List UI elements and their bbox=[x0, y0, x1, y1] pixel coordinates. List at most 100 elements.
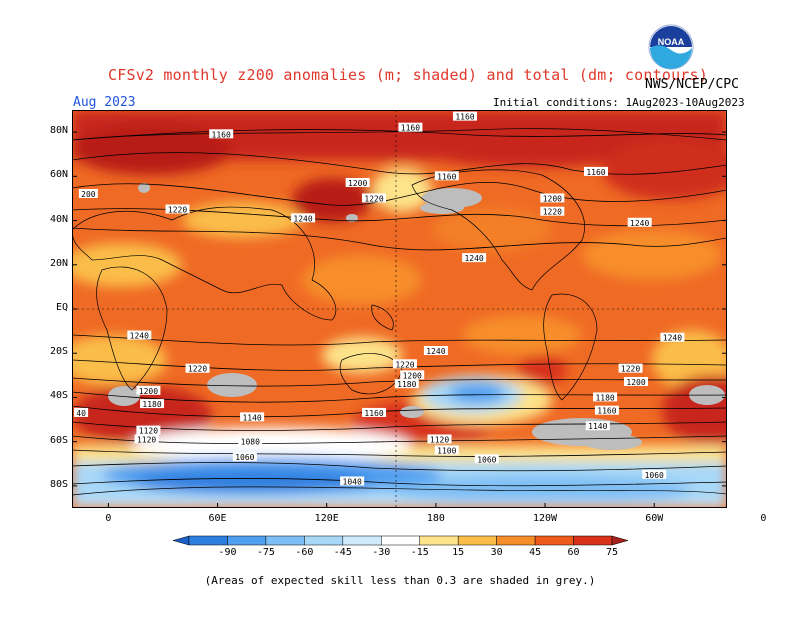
lon-label: 180 bbox=[426, 513, 445, 524]
contour-label-text: 1140 bbox=[588, 422, 607, 431]
contour-label-text: 1220 bbox=[168, 206, 187, 215]
contour-label: 1240 bbox=[627, 217, 652, 228]
contour-label: 1060 bbox=[474, 454, 499, 464]
lon-label: 120W bbox=[533, 513, 558, 524]
contour-label: 1160 bbox=[434, 171, 459, 181]
contour-label: 1160 bbox=[594, 405, 619, 416]
noaa-logo-icon: NOAA bbox=[648, 24, 694, 70]
lat-label: 40N bbox=[49, 213, 68, 225]
anomaly-shading bbox=[72, 110, 727, 508]
contour-label: 1160 bbox=[209, 129, 234, 139]
lat-label: 80S bbox=[49, 478, 68, 490]
contour-label-text: 1240 bbox=[426, 347, 445, 356]
colorbar-swatch bbox=[381, 535, 420, 546]
lon-label: 60W bbox=[645, 513, 664, 524]
contour-label: 1180 bbox=[593, 392, 618, 402]
contour-label-text: 1240 bbox=[630, 219, 649, 228]
contour-label-text: 1140 bbox=[242, 413, 261, 422]
contour-label-text: 1200 bbox=[403, 371, 422, 380]
contour-label: 1240 bbox=[291, 213, 316, 223]
contour-label: 1040 bbox=[340, 476, 365, 486]
contour-label-text: 1060 bbox=[477, 455, 496, 464]
contour-label: 1160 bbox=[584, 166, 608, 177]
contour-label-text: 1060 bbox=[645, 471, 664, 480]
lat-label: 60N bbox=[49, 169, 68, 181]
colorbar-tick-label: -15 bbox=[411, 547, 429, 558]
contour-label-text: 1220 bbox=[395, 360, 414, 369]
contour-label-text: 1160 bbox=[437, 172, 456, 181]
contour-label: 1080 bbox=[238, 436, 263, 447]
colorbar-tick-label: 75 bbox=[606, 547, 618, 558]
contour-label: 1200 bbox=[400, 370, 425, 380]
contour-label-text: 1240 bbox=[663, 334, 682, 343]
colorbar-swatch bbox=[188, 535, 228, 546]
contour-label-text: 1120 bbox=[430, 435, 449, 444]
contour-label-text: 1240 bbox=[464, 254, 483, 263]
colorbar-tick-label: 30 bbox=[491, 547, 503, 558]
contour-label: 1220 bbox=[540, 206, 565, 217]
contour-label: 1220 bbox=[392, 359, 417, 369]
contour-label: 1200 bbox=[624, 376, 649, 387]
contour-label-text: 1200 bbox=[348, 179, 367, 188]
lat-label: 80N bbox=[49, 125, 68, 137]
contour-label-text: 200 bbox=[81, 190, 96, 199]
contour-label: 1180 bbox=[394, 379, 419, 389]
colorbar-swatch bbox=[265, 535, 305, 546]
contour-label-text: 1220 bbox=[188, 365, 207, 374]
contour-label-text: 1180 bbox=[595, 393, 614, 402]
graticule bbox=[72, 110, 727, 508]
contour-label: 1120 bbox=[134, 434, 159, 444]
lat-label: 20S bbox=[49, 346, 68, 358]
colorbar-swatch bbox=[304, 535, 344, 546]
contour-label-text: 1180 bbox=[397, 380, 416, 389]
contour-label-text: 1240 bbox=[293, 214, 312, 223]
contour-label: 1200 bbox=[345, 177, 370, 188]
contour-label-text: 1240 bbox=[130, 332, 149, 341]
contour-label: 40 bbox=[74, 407, 89, 418]
contour-label: 1220 bbox=[362, 193, 387, 203]
lon-label: 0 bbox=[760, 513, 767, 524]
colorbar-tick-label: 15 bbox=[452, 547, 464, 558]
contour-label-text: 1180 bbox=[142, 400, 161, 409]
contour-label: 1200 bbox=[540, 193, 565, 203]
contour-label-text: 1220 bbox=[621, 365, 640, 374]
colorbar-swatch bbox=[457, 535, 497, 546]
contour-label-text: 1200 bbox=[626, 378, 645, 387]
lat-label: EQ bbox=[55, 302, 68, 313]
colorbar-swatch bbox=[419, 535, 459, 546]
lat-label: 40S bbox=[49, 390, 68, 402]
colorbar-tick-label: 45 bbox=[529, 547, 541, 558]
chart-title: CFSv2 monthly z200 anomalies (m; shaded)… bbox=[108, 66, 708, 84]
contour-label: 1220 bbox=[185, 363, 210, 374]
contour-label-text: 1080 bbox=[241, 438, 260, 447]
colorbar-min-arrow bbox=[173, 535, 190, 546]
anomaly-map: 1160 1160 1160 1160 1160 1200 1220 1220 1200 1220… bbox=[72, 110, 727, 508]
contour-label: 1200 bbox=[136, 385, 161, 396]
contour-label: 1120 bbox=[427, 434, 452, 444]
contour-label: 1120 bbox=[136, 425, 161, 436]
contour-label-text: 1120 bbox=[137, 435, 156, 444]
contour-label: 1180 bbox=[140, 399, 165, 409]
contour-label-text: 1160 bbox=[212, 130, 231, 139]
colorbar-tick-label: -60 bbox=[295, 547, 313, 558]
logo-text: NOAA bbox=[658, 37, 685, 47]
contour-label-text: 1160 bbox=[586, 168, 605, 177]
contour-label: 1140 bbox=[585, 421, 610, 431]
contour-label-text: 40 bbox=[76, 409, 86, 418]
contour-label: 200 bbox=[78, 189, 98, 199]
contour-label: 1160 bbox=[362, 407, 387, 418]
contour-label-text: 1220 bbox=[364, 194, 383, 203]
colorbar-tick-label: -30 bbox=[372, 547, 390, 558]
contour-label: 1140 bbox=[240, 412, 265, 422]
contour-label: 1220 bbox=[618, 363, 643, 374]
contour-label-text: 1120 bbox=[139, 427, 158, 436]
contour-label-text: 1160 bbox=[401, 124, 420, 133]
contour-label-group: 1160 1160 1160 1160 1160 1200 1220 1220 1200 1220… bbox=[74, 111, 685, 486]
contour-label: 1060 bbox=[232, 452, 257, 462]
colorbar-swatch bbox=[227, 535, 267, 546]
colorbar-swatch bbox=[534, 535, 574, 546]
lat-label: 60S bbox=[49, 434, 68, 446]
colorbar-tick-label: -90 bbox=[218, 547, 236, 558]
contour-label-text: 1200 bbox=[543, 194, 562, 203]
contour-label-text: 1160 bbox=[455, 113, 474, 122]
